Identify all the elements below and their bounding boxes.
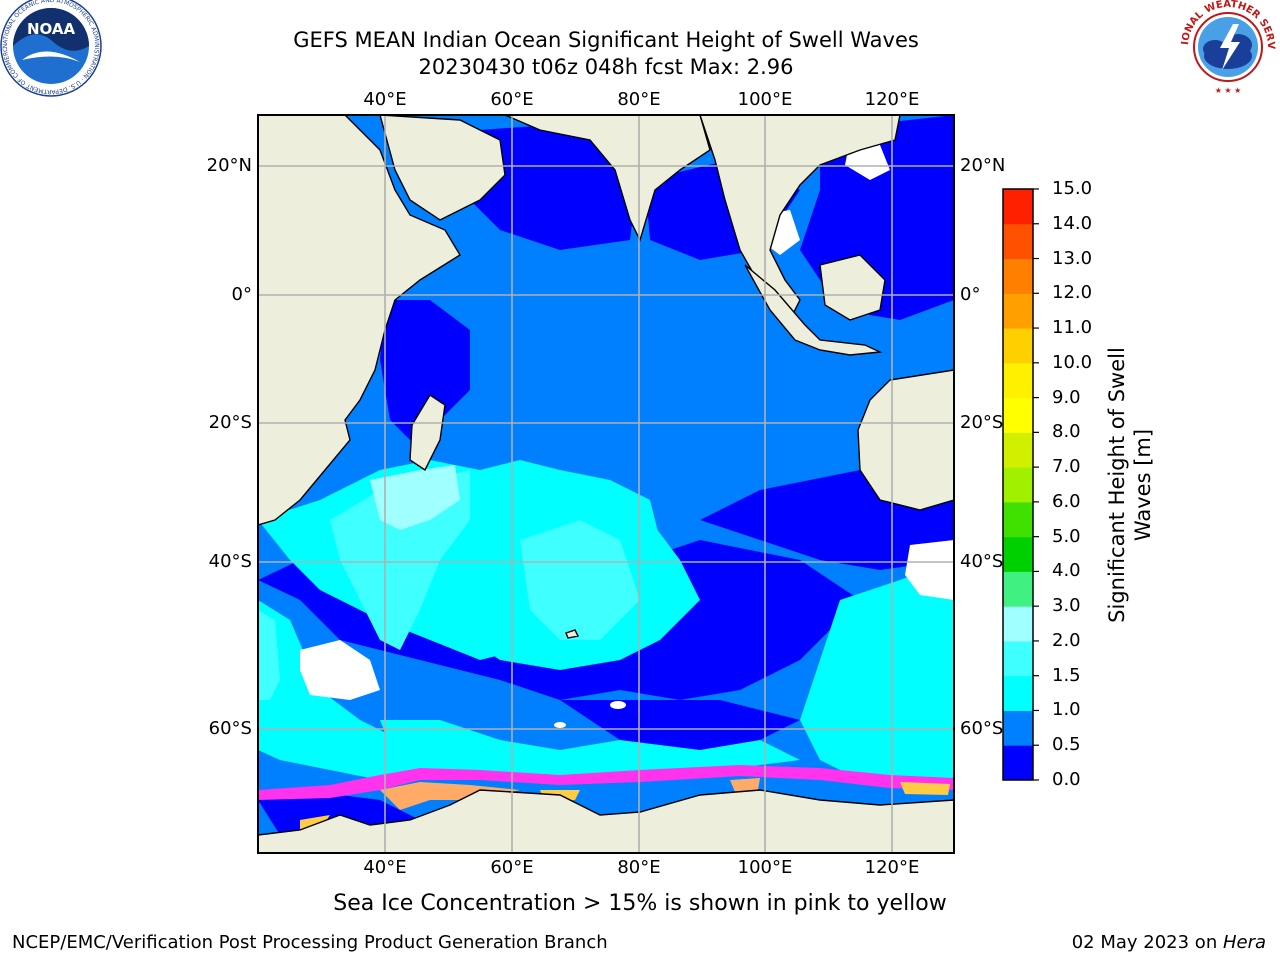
land-madagascar (409, 394, 446, 472)
footer-date: 02 May 2023 on Hera (1072, 932, 1266, 954)
noaa-logo: NOAA NATIONAL OCEANIC AND ATMOSPHERIC AD… (0, 0, 102, 97)
land-arabia (379, 115, 506, 221)
colorbar-tick-label: 15.0 (1052, 178, 1093, 199)
colorbar-swatch (1003, 293, 1033, 329)
colorbar-tick-label: 0.0 (1052, 769, 1081, 790)
footer-date-text: 02 May 2023 on (1071, 932, 1223, 953)
colorbar-tick-label: 4.0 (1052, 560, 1081, 582)
lon-tick-top: 120°E (864, 89, 920, 110)
colorbar-tick-label: 2.0 (1052, 629, 1081, 651)
colorbar-tick-label: 1.0 (1052, 699, 1081, 721)
colorbar-tick-label: 10.0 (1052, 351, 1093, 373)
land-kerguelen (565, 629, 580, 639)
colorbar-title-line1: Significant Height of Swell (1105, 347, 1129, 623)
land-australia (857, 369, 954, 511)
lat-tick-left: 0° (231, 284, 252, 305)
map-panel (258, 115, 954, 853)
colorbar-swatch (1003, 606, 1033, 642)
colorbar-swatch (1003, 501, 1033, 538)
colorbar-tick-label: 7.0 (1052, 456, 1081, 478)
colorbar-swatch (1003, 362, 1033, 399)
lat-tick-left: 20°N (206, 155, 252, 176)
lon-tick-bottom: 60°E (490, 857, 534, 878)
lat-tick-left: 60°S (208, 718, 252, 739)
land-india (504, 115, 711, 242)
colorbar-swatch (1003, 536, 1033, 572)
colorbar-swatch (1003, 467, 1033, 503)
lon-tick-bottom: 100°E (737, 857, 793, 878)
map-frame (257, 114, 955, 854)
lon-tick-top: 80°E (617, 89, 661, 110)
lat-tick-left: 40°S (208, 551, 252, 572)
colorbar-swatch (1003, 328, 1033, 364)
colorbar-tick-label: 13.0 (1052, 247, 1093, 269)
colorbar-swatch (1003, 432, 1033, 468)
colorbar-tick-label: 0.5 (1052, 734, 1081, 756)
colorbar-swatch (1003, 571, 1033, 607)
svg-text:★ ★ ★: ★ ★ ★ (1215, 86, 1242, 95)
colorbar-tick-label: 9.0 (1052, 386, 1081, 408)
lat-tick-left: 20°S (208, 412, 252, 433)
colorbar-swatch (1003, 710, 1033, 746)
colorbar (1003, 188, 1039, 781)
colorbar-title: Significant Height of Swell Waves [m] (1104, 275, 1156, 695)
lat-tick-right: 20°N (960, 155, 1006, 176)
lon-tick-top: 40°E (363, 89, 407, 110)
colorbar-swatch (1003, 640, 1033, 677)
colorbar-swatch (1003, 189, 1033, 225)
colorbar-swatch (1003, 258, 1033, 294)
colorbar-swatch (1003, 745, 1033, 781)
lon-tick-top: 60°E (490, 89, 534, 110)
lon-tick-bottom: 40°E (363, 857, 407, 878)
colorbar-swatch (1003, 397, 1033, 433)
lon-tick-bottom: 80°E (617, 857, 661, 878)
svg-text:NATIONAL WEATHER SERVICE: NATIONAL WEATHER SERVICE (0, 0, 1276, 50)
sea-ice-note: Sea Ice Concentration > 15% is shown in … (333, 891, 947, 916)
colorbar-tick-label: 14.0 (1052, 212, 1093, 234)
colorbar-tick-label: 3.0 (1052, 595, 1081, 617)
colorbar-tick-label: 6.0 (1052, 490, 1081, 512)
land-sumatra-java (744, 264, 883, 356)
colorbar-tick-label: 5.0 (1052, 525, 1081, 547)
chart-subtitle: 20230430 t06z 048h fcst Max: 2.96 (418, 55, 794, 79)
colorbar-swatch (1003, 675, 1033, 711)
lat-tick-right: 0° (960, 284, 981, 305)
colorbar-swatch (1003, 223, 1033, 260)
sea-ice-band (258, 765, 954, 832)
colorbar-tick-label: 1.5 (1052, 664, 1081, 686)
lon-tick-bottom: 120°E (864, 857, 920, 878)
chart-title: GEFS MEAN Indian Ocean Significant Heigh… (293, 28, 919, 52)
lat-tick-right: 40°S (960, 551, 1004, 572)
colorbar-tick-label: 12.0 (1052, 282, 1093, 304)
colorbar-tick-label: 8.0 (1052, 421, 1081, 443)
footer-machine: Hera (1222, 932, 1266, 953)
footer-credit: NCEP/EMC/Verification Post Processing Pr… (12, 932, 608, 953)
colorbar-tick-label: 11.0 (1052, 317, 1093, 339)
lat-tick-right: 60°S (960, 718, 1004, 739)
lon-tick-top: 100°E (737, 89, 793, 110)
gridlines (258, 115, 954, 853)
land-borneo (819, 254, 886, 321)
land-antarctica (258, 789, 954, 853)
colorbar-frame (1002, 188, 1034, 781)
noaa-logo-text: NOAA (27, 20, 76, 38)
colorbar-title-line2: Waves [m] (1131, 428, 1155, 542)
national-weather-service-logo: NATIONAL WEATHER SERVICE ★ ★ ★ (0, 0, 1276, 95)
lat-tick-right: 20°S (960, 412, 1004, 433)
swell-band-1.5-3.0 (258, 465, 640, 700)
